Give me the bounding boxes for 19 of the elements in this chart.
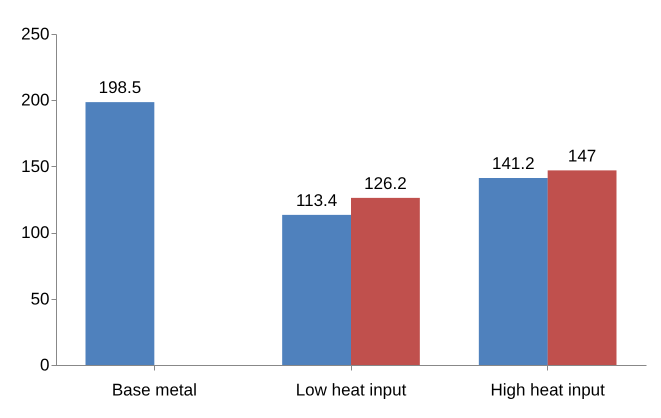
y-tick-label: 0 [40, 356, 50, 374]
bar [282, 214, 351, 365]
y-tick-label: 200 [21, 90, 50, 110]
x-tick-label: High heat input [490, 380, 606, 400]
y-tick-label: 100 [21, 223, 50, 242]
data-label: 198.5 [98, 78, 142, 98]
data-label: 141.2 [492, 154, 535, 174]
data-label: 126.2 [364, 174, 407, 193]
data-label: 113.4 [296, 190, 338, 210]
x-tick-label: Low heat input [296, 380, 407, 400]
bar [478, 178, 548, 365]
bar [86, 102, 154, 365]
bar [548, 170, 616, 365]
y-tick-label: 50 [30, 289, 50, 308]
data-label: 147 [568, 146, 596, 166]
bar [351, 198, 420, 365]
y-tick-label: 250 [21, 24, 50, 44]
x-tick-label: Base metal [112, 380, 197, 400]
y-tick-label: 150 [21, 156, 50, 176]
